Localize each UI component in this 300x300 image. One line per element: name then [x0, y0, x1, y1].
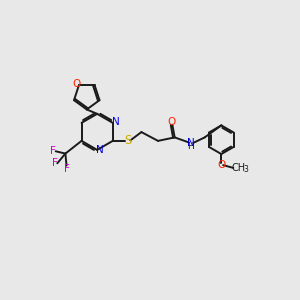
Text: F: F — [64, 164, 70, 174]
Text: O: O — [168, 117, 176, 127]
Text: H: H — [188, 142, 194, 151]
Text: O: O — [217, 160, 226, 170]
Text: S: S — [124, 134, 131, 147]
Text: O: O — [72, 79, 80, 89]
Text: N: N — [187, 138, 195, 148]
Text: 3: 3 — [243, 165, 248, 174]
Text: N: N — [112, 117, 120, 128]
Text: F: F — [50, 146, 56, 156]
Text: N: N — [96, 145, 104, 155]
Text: CH: CH — [232, 163, 246, 173]
Text: F: F — [52, 158, 58, 168]
